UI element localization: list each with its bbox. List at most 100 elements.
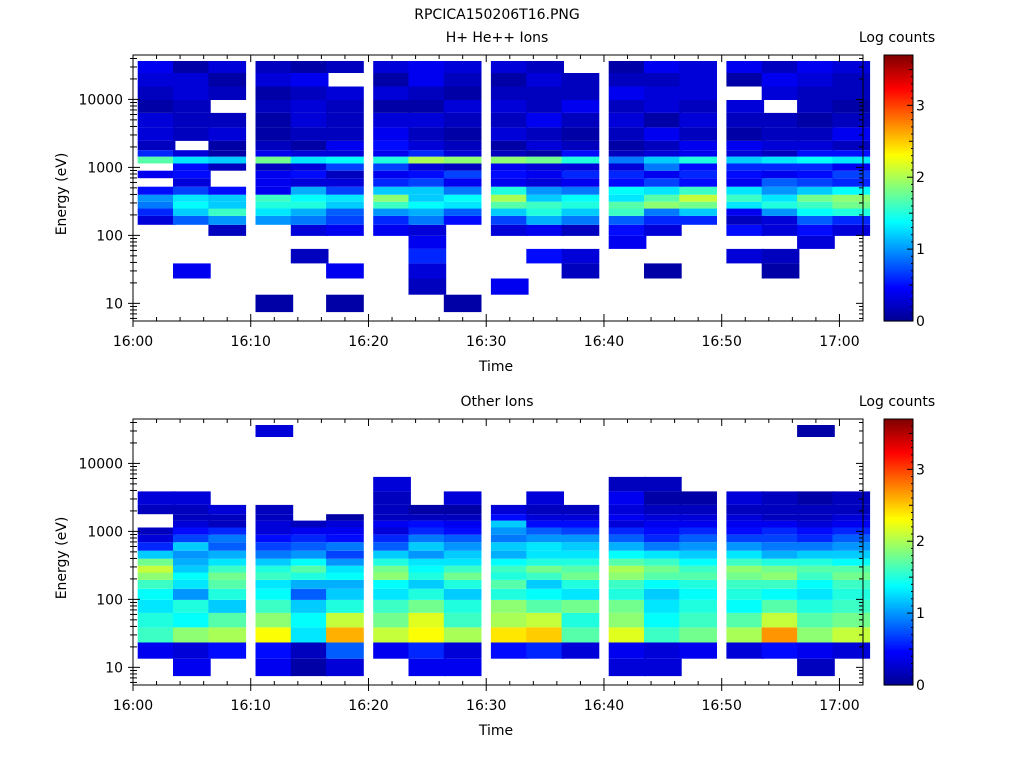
- colorbar-swatch: [884, 463, 913, 467]
- heatmap-cell: [373, 150, 411, 157]
- heatmap-cell: [443, 178, 482, 187]
- colorbar-swatch: [884, 620, 913, 624]
- colorbar-swatch: [884, 207, 913, 211]
- axes: 16:00 16:10 16:20 16:30 16:40 16:50 17:00 10 100…: [78, 55, 864, 350]
- heatmap-cell: [290, 658, 329, 677]
- heatmap-cell: [561, 194, 600, 202]
- heatmap-cell: [608, 579, 647, 589]
- heatmap-cell: [490, 504, 529, 515]
- heatmap-cell: [608, 61, 647, 73]
- heatmap-cell: [208, 504, 247, 515]
- heatmap-cell: [797, 224, 835, 236]
- colorbar-swatch: [884, 629, 913, 633]
- heatmap-cell: [173, 527, 211, 535]
- colorbar-swatch: [884, 132, 913, 136]
- heatmap-cell: [526, 534, 564, 543]
- heatmap-cell: [726, 73, 765, 87]
- colorbar-swatch: [884, 538, 913, 542]
- colorbar-swatch: [884, 143, 913, 147]
- colorbar-swatch: [884, 682, 913, 686]
- colorbar-swatch: [884, 423, 913, 427]
- heatmap-cell: [608, 520, 647, 528]
- heatmap-cell: [326, 224, 364, 236]
- y-tick-label: 10000: [78, 92, 123, 108]
- heatmap-cell: [679, 127, 717, 141]
- colorbar-swatch: [884, 212, 913, 216]
- heatmap-cell: [526, 194, 564, 202]
- heatmap-cell: [137, 558, 176, 566]
- heatmap-cell: [208, 642, 247, 659]
- heatmap-cell: [797, 61, 835, 73]
- heatmap-cell: [761, 263, 800, 279]
- heatmap-cell: [408, 178, 447, 187]
- heatmap-cell: [526, 248, 564, 264]
- colorbar-tick-label: 1: [916, 606, 925, 622]
- colorbar-swatch: [884, 649, 913, 653]
- heatmap-cell: [726, 612, 765, 628]
- heatmap-cell: [561, 588, 600, 600]
- heatmap-cell: [408, 527, 447, 535]
- heatmap-cell: [137, 127, 176, 141]
- heatmap-cell: [208, 572, 247, 580]
- colorbar-swatch: [884, 230, 913, 233]
- heatmap-cell: [608, 112, 647, 128]
- figure-title: RPCICA150206T16.PNG: [414, 7, 579, 23]
- colorbar-swatch: [884, 507, 913, 511]
- colorbar-swatch: [884, 190, 913, 194]
- heatmap-cell: [443, 642, 482, 659]
- heatmap-cell: [526, 186, 564, 195]
- colorbar-swatch: [884, 554, 913, 558]
- x-tick-label: 16:40: [584, 334, 624, 350]
- heatmap-cell: [679, 208, 717, 216]
- heatmap-cell: [373, 201, 411, 209]
- heatmap-cell: [726, 224, 765, 236]
- colorbar-swatch: [884, 265, 913, 269]
- heatmap-cell: [137, 73, 176, 87]
- heatmap-cell: [726, 201, 765, 209]
- heatmap-cell: [797, 527, 835, 535]
- heatmap-cell: [797, 163, 835, 171]
- heatmap-cell: [832, 572, 871, 580]
- colorbar: 0 1 2 3: [883, 54, 925, 330]
- heatmap-cell: [644, 558, 682, 566]
- heatmap-cell: [561, 534, 600, 543]
- heatmap-cell: [326, 600, 364, 613]
- heatmap-cell: [797, 201, 835, 209]
- colorbar-swatch: [884, 653, 913, 657]
- heatmap-cell: [679, 534, 717, 543]
- heatmap-cell: [408, 61, 447, 73]
- heatmap-cell: [726, 491, 765, 505]
- colorbar-swatch: [884, 256, 913, 260]
- heatmap-cell: [373, 156, 411, 164]
- heatmap-cell: [797, 425, 835, 437]
- heatmap-cell: [255, 514, 294, 521]
- colorbar-swatch: [884, 156, 913, 160]
- heatmap-cell: [255, 178, 294, 187]
- heatmap-cell: [761, 127, 800, 141]
- heatmap-cell: [761, 514, 800, 521]
- heatmap-cell: [173, 542, 211, 551]
- heatmap-cell: [726, 186, 765, 195]
- heatmap-cell: [443, 140, 482, 151]
- heatmap-cell: [526, 73, 564, 87]
- heatmap-cell: [832, 150, 871, 157]
- heatmap-cell: [526, 491, 564, 505]
- heatmap-cell: [255, 208, 294, 216]
- heatmap-cell: [137, 588, 176, 600]
- colorbar-swatch: [884, 658, 913, 662]
- heatmap-cell: [255, 73, 294, 87]
- heatmap-cell: [208, 215, 247, 225]
- heatmap-cell: [608, 156, 647, 164]
- heatmap-cell: [408, 150, 447, 157]
- heatmap-cell: [679, 520, 717, 528]
- heatmap-cell: [526, 86, 564, 100]
- heatmap-cell: [608, 565, 647, 573]
- heatmap-cell: [526, 150, 564, 157]
- heatmap-cell: [173, 558, 211, 566]
- colorbar-swatch: [884, 168, 913, 171]
- heatmap-cell: [761, 86, 800, 100]
- heatmap-cell: [726, 150, 765, 157]
- heatmap-cell: [208, 201, 247, 209]
- heatmap-cell: [373, 534, 411, 543]
- heatmap-cell: [326, 520, 364, 528]
